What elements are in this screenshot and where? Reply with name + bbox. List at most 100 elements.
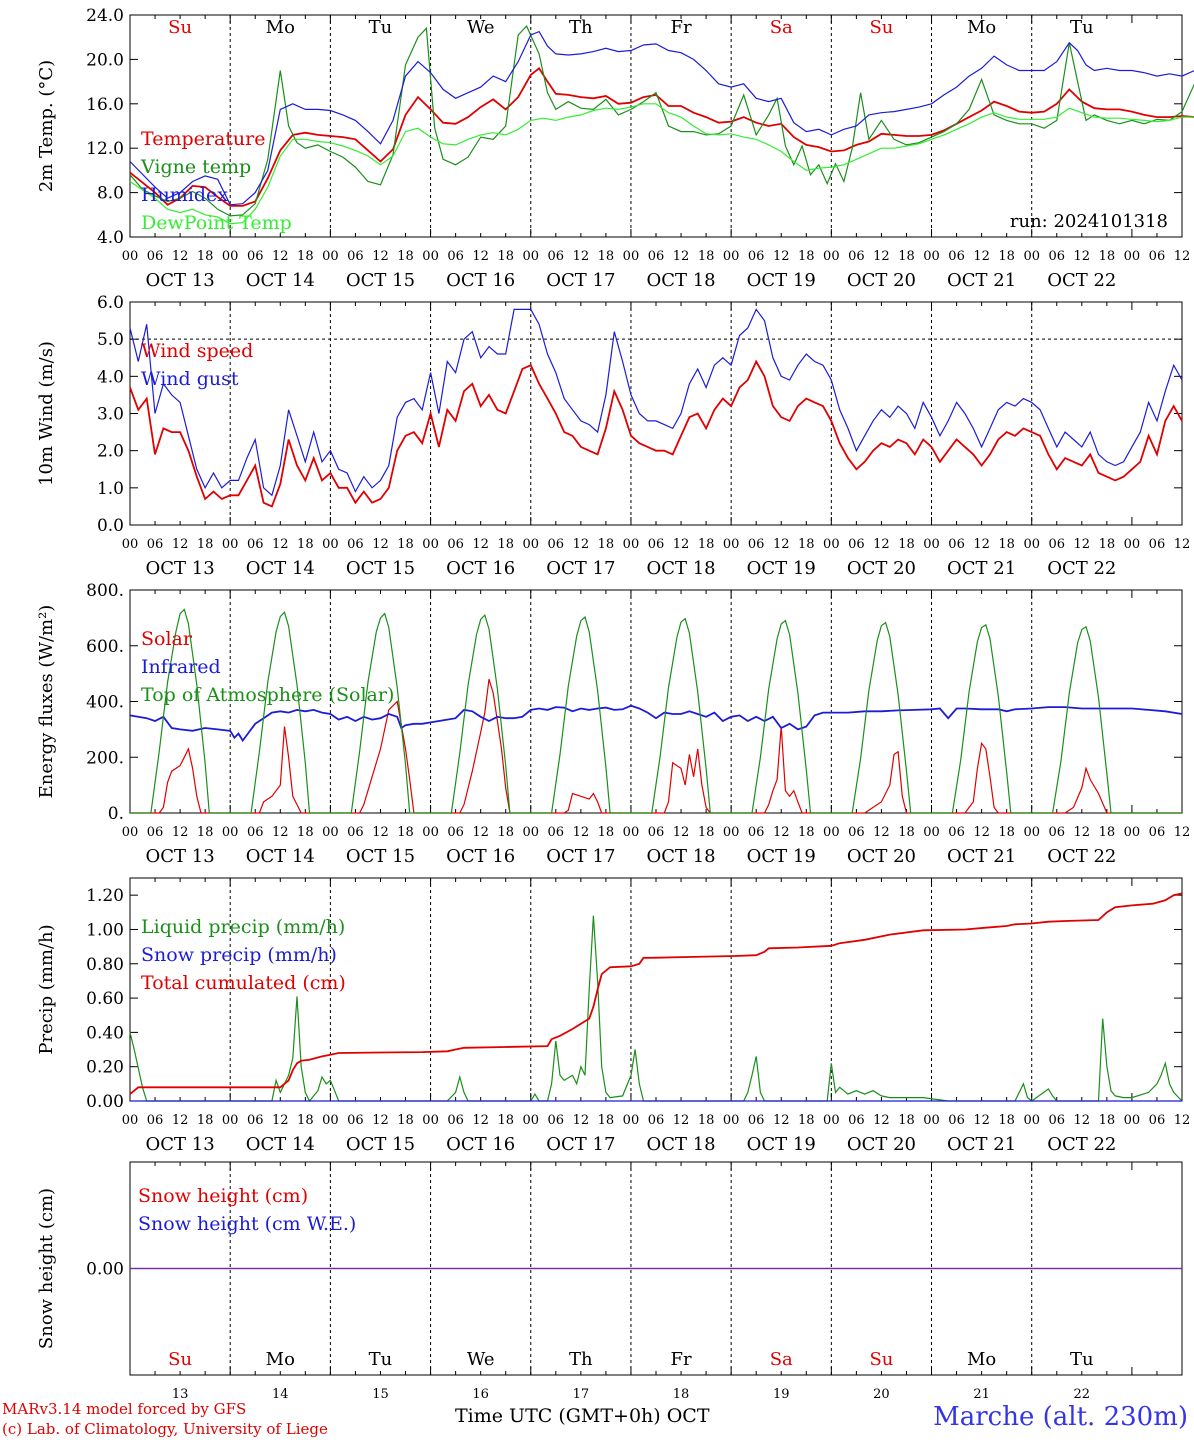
hour-tick-label: 00 [623, 1113, 640, 1128]
y-axis-label: 10m Wind (m/s) [36, 341, 57, 486]
date-label: 19 [773, 1387, 790, 1402]
hour-tick-label: 00 [623, 825, 640, 840]
hour-tick-label: 06 [948, 249, 965, 264]
hour-tick-label: 00 [322, 537, 339, 552]
y-tick-label: 200. [86, 748, 124, 768]
y-tick-label: 6.0 [97, 293, 124, 313]
date-label: OCT 14 [246, 846, 315, 867]
hour-tick-label: 00 [1023, 249, 1040, 264]
hour-tick-label: 00 [723, 825, 740, 840]
hour-tick-label: 12 [973, 825, 990, 840]
legend-entry: Wind gust [141, 368, 239, 390]
date-label: OCT 14 [246, 1134, 315, 1155]
hour-tick-label: 18 [798, 537, 815, 552]
weekday-label: We [467, 1349, 495, 1370]
legend-entry: Top of Atmosphere (Solar) [141, 684, 394, 706]
hour-tick-label: 12 [673, 1113, 690, 1128]
panel-precip [129, 877, 1183, 1103]
weekday-label: Tu [369, 1349, 393, 1370]
hour-tick-label: 12 [372, 537, 389, 552]
date-label: OCT 14 [246, 558, 315, 579]
hour-tick-label: 06 [548, 825, 565, 840]
hour-tick-label: 12 [773, 249, 790, 264]
date-label: OCT 15 [346, 270, 415, 291]
hour-tick-label: 00 [723, 537, 740, 552]
hour-tick-label: 06 [848, 1113, 865, 1128]
hour-tick-label: 00 [623, 249, 640, 264]
hour-tick-label: 06 [147, 1113, 164, 1128]
hour-tick-label: 12 [172, 537, 189, 552]
hour-tick-label: 00 [823, 825, 840, 840]
y-tick-label: 0.60 [86, 989, 124, 1009]
date-label: 22 [1074, 1387, 1091, 1402]
hour-tick-label: 06 [748, 1113, 765, 1128]
hour-tick-label: 06 [447, 825, 464, 840]
y-tick-label: 0.0 [97, 516, 124, 536]
hour-tick-label: 18 [598, 825, 615, 840]
date-label: 15 [372, 1387, 389, 1402]
hour-tick-label: 06 [347, 825, 364, 840]
hour-tick-label: 06 [1048, 249, 1065, 264]
hour-tick-label: 12 [673, 249, 690, 264]
date-label: OCT 13 [146, 558, 215, 579]
y-tick-label: 1.20 [86, 886, 124, 906]
y-axis-label: Snow height (cm) [36, 1188, 57, 1349]
y-tick-label: 600. [86, 637, 124, 657]
hour-tick-label: 00 [522, 825, 539, 840]
weekday-label: Fr [671, 17, 692, 38]
hour-tick-label: 00 [823, 249, 840, 264]
date-label: OCT 17 [546, 558, 615, 579]
date-label: OCT 18 [646, 270, 715, 291]
weekday-label: Tu [369, 17, 393, 38]
hour-tick-label: 12 [1174, 537, 1191, 552]
y-tick-label: 800. [86, 581, 124, 601]
hour-tick-label: 00 [322, 825, 339, 840]
legend-entry: Snow height (cm W.E.) [138, 1213, 356, 1235]
panel-temperature [129, 14, 1194, 238]
date-label: 18 [673, 1387, 690, 1402]
hour-tick-label: 06 [147, 537, 164, 552]
date-label: OCT 20 [847, 558, 916, 579]
panel-fluxes [129, 589, 1183, 814]
hour-tick-label: 00 [422, 249, 439, 264]
hour-tick-label: 06 [948, 825, 965, 840]
hour-tick-label: 18 [397, 537, 414, 552]
hour-tick-label: 18 [297, 249, 314, 264]
hour-tick-label: 12 [472, 249, 489, 264]
hour-tick-label: 00 [823, 537, 840, 552]
date-label: OCT 18 [646, 846, 715, 867]
weekday-label: Tu [1070, 1349, 1094, 1370]
hour-tick-label: 06 [447, 249, 464, 264]
hour-tick-label: 06 [748, 249, 765, 264]
date-label: 13 [172, 1387, 189, 1402]
hour-tick-label: 06 [648, 1113, 665, 1128]
hour-tick-label: 18 [898, 537, 915, 552]
hour-tick-label: 06 [948, 537, 965, 552]
hour-tick-label: 06 [648, 537, 665, 552]
date-label: OCT 18 [646, 1134, 715, 1155]
hour-tick-label: 06 [1048, 537, 1065, 552]
hour-tick-label: 06 [1149, 825, 1166, 840]
date-label: 20 [873, 1387, 890, 1402]
legend-entry: Liquid precip (mm/h) [141, 916, 345, 938]
y-tick-label: 3.0 [97, 405, 124, 425]
hour-tick-label: 06 [1048, 825, 1065, 840]
date-label: OCT 17 [546, 846, 615, 867]
hour-tick-label: 12 [573, 825, 590, 840]
hour-tick-label: 12 [172, 1113, 189, 1128]
hour-tick-label: 00 [923, 825, 940, 840]
plot-frame [129, 14, 1183, 238]
date-label: OCT 16 [446, 846, 515, 867]
hour-tick-label: 18 [798, 1113, 815, 1128]
series-line-liquid-precip-mm-h [129, 915, 1183, 1103]
weekday-label: Su [869, 1349, 893, 1370]
date-label: OCT 22 [1047, 1134, 1116, 1155]
hour-tick-label: 00 [322, 1113, 339, 1128]
date-label: OCT 18 [646, 558, 715, 579]
hour-tick-label: 12 [873, 249, 890, 264]
legend-entry: Snow precip (mm/h) [141, 944, 337, 966]
legend-entry: Total cumulated (cm) [141, 972, 346, 994]
hour-tick-label: 06 [447, 1113, 464, 1128]
legend-entry: DewPoint Temp [141, 212, 292, 234]
